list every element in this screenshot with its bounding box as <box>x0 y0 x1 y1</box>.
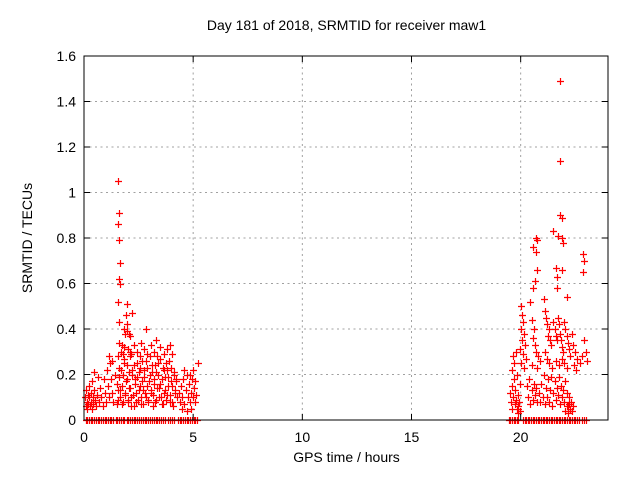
y-tick-label: 0.4 <box>57 321 77 337</box>
y-tick-label: 0.8 <box>57 230 77 246</box>
x-tick-label: 10 <box>295 429 311 445</box>
y-tick-label: 1 <box>68 185 76 201</box>
scatter-points <box>82 78 591 424</box>
x-tick-label: 15 <box>404 429 420 445</box>
y-tick-label: 1.4 <box>57 94 77 110</box>
chart-title: Day 181 of 2018, SRMTID for receiver maw… <box>206 17 487 33</box>
y-tick-label: 1.2 <box>57 139 77 155</box>
y-tick-label: 1.6 <box>57 48 77 64</box>
x-tick-label: 0 <box>80 429 88 445</box>
y-tick-label: 0.2 <box>57 367 77 383</box>
y-tick-label: 0.6 <box>57 276 77 292</box>
x-tick-label: 5 <box>189 429 197 445</box>
x-axis-label: GPS time / hours <box>293 449 400 465</box>
x-tick-label: 20 <box>513 429 529 445</box>
y-tick-label: 0 <box>68 412 76 428</box>
